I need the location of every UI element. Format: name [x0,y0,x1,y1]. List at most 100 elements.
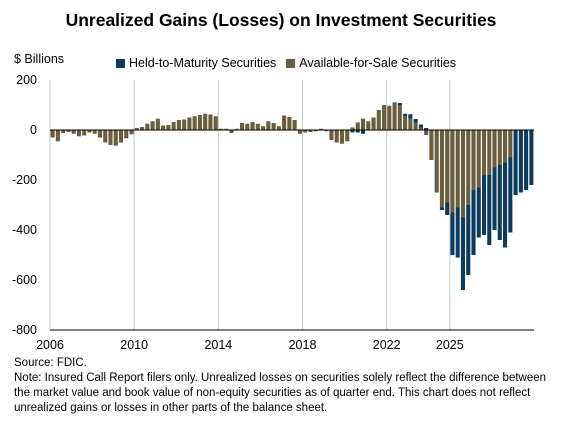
bar-afs-63 [382,105,387,130]
bar-afs-20 [155,118,160,130]
bar-afs-34 [229,130,234,133]
bar-afs-70 [418,127,423,130]
bar-htm-81 [476,187,481,238]
x-tick-label-2010: 2010 [120,338,148,352]
y-tick-label: 200 [16,73,37,87]
bar-afs-13 [118,130,124,142]
bar-afs-65 [392,103,397,130]
bar-htm-58 [355,130,360,133]
bar-afs-49 [308,130,313,132]
legend-swatch-htm [116,58,125,68]
bar-htm-86 [503,162,508,248]
legend-item-htm: Held-to-Maturity Securities [116,56,276,70]
bar-afs-21 [161,125,166,130]
bar-afs-38 [250,122,255,130]
legend-swatch-afs [286,58,296,68]
source-text: Source: FDIC. [14,357,87,369]
bar-afs-22 [166,125,171,130]
bar-afs-33 [224,128,229,130]
bar-afs-79 [466,130,471,205]
bar-htm-80 [471,190,476,255]
bar-afs-41 [266,121,271,130]
bar-afs-32 [218,128,224,130]
bar-afs-19 [150,121,155,130]
y-axis-units-label: $ Billions [14,52,65,66]
bar-afs-5 [76,130,81,137]
bar-afs-45 [287,117,292,130]
note-text: Note: Insured Call Report filers only. U… [14,372,547,414]
bar-afs-77 [455,130,460,208]
grid-lines [49,80,451,330]
bar-afs-27 [192,116,197,130]
bar-afs-76 [450,130,455,213]
bars [50,102,534,290]
bar-htm-13 [118,142,124,143]
bar-htm-68 [408,114,413,119]
bar-afs-36 [239,123,245,130]
bar-afs-56 [345,130,350,142]
bar-afs-37 [245,123,250,130]
y-tick-label: -600 [12,273,37,287]
bar-afs-51 [318,128,323,130]
bar-afs-31 [213,116,218,130]
bar-htm-12 [113,145,118,146]
bar-htm-91 [529,130,534,185]
bar-htm-59 [360,130,366,134]
bar-afs-6 [82,130,87,136]
bar-afs-0 [50,130,55,138]
legend-item-afs: Available-for-Sale Securities [286,56,456,70]
bar-htm-90 [524,130,529,190]
bar-htm-79 [466,205,471,275]
bar-htm-74 [439,207,444,210]
bar-afs-73 [434,130,439,193]
bar-afs-10 [103,130,108,143]
y-tick-label: -200 [12,173,37,187]
bar-afs-85 [497,130,502,165]
bar-htm-67 [403,113,408,117]
bar-afs-74 [439,130,444,208]
bar-htm-75 [445,202,450,215]
y-tick-label: -800 [12,323,37,337]
bar-afs-58 [355,122,360,130]
bar-afs-17 [140,127,145,130]
bar-afs-35 [234,128,239,130]
bar-htm-88 [513,130,518,195]
bar-htm-77 [455,207,460,258]
bar-afs-15 [129,130,134,134]
bar-afs-11 [108,130,113,145]
bar-afs-52 [324,130,329,132]
bar-afs-30 [208,114,213,130]
y-tick-label: -400 [12,223,37,237]
bar-htm-82 [481,175,487,235]
bar-afs-61 [371,117,376,130]
bar-afs-67 [403,116,408,130]
bar-afs-54 [334,130,339,143]
x-tick-label-2022: 2022 [373,338,401,352]
bar-afs-80 [471,130,476,190]
bar-afs-69 [413,122,418,130]
bar-afs-59 [360,118,366,130]
legend-label-htm: Held-to-Maturity Securities [129,56,277,70]
bar-htm-87 [508,157,513,233]
bar-afs-14 [124,130,129,138]
x-tick-label-2006: 2006 [36,338,64,352]
bar-afs-60 [366,121,371,130]
chart-title: Unrealized Gains (Losses) on Investment … [65,10,497,30]
bar-afs-55 [339,130,345,144]
bar-htm-65 [392,102,397,104]
legend-label-afs: Available-for-Sale Securities [299,56,457,70]
bar-afs-68 [408,118,413,130]
bar-htm-76 [450,212,455,255]
bar-afs-86 [503,130,508,163]
bar-afs-4 [71,130,76,134]
bar-htm-66 [397,103,402,105]
bar-htm-14 [124,137,129,139]
bar-htm-85 [497,165,502,240]
y-tick-label: 0 [30,123,37,137]
bar-afs-3 [66,130,71,132]
bar-htm-83 [487,175,492,245]
bar-afs-18 [145,123,150,130]
bar-htm-84 [492,167,497,230]
